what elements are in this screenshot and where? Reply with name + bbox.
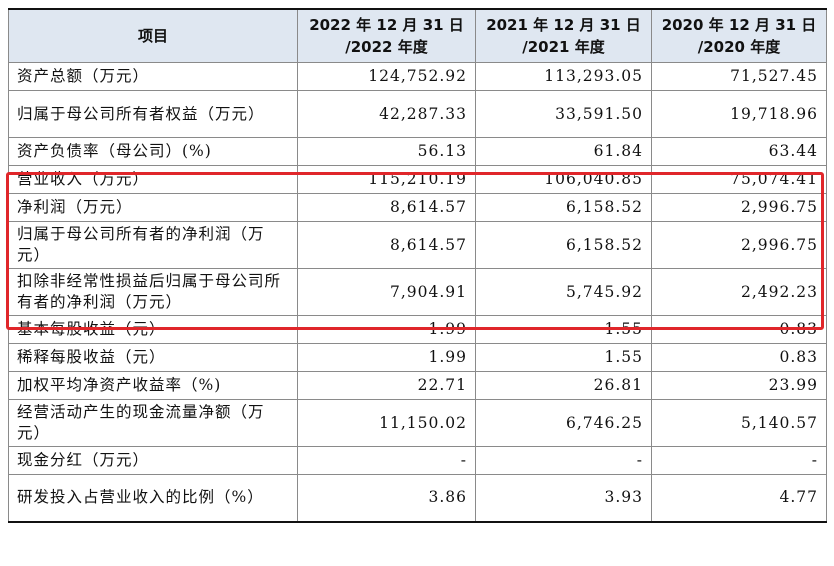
- table-header-row: 项目 2022 年 12 月 31 日 /2022 年度 2021 年 12 月…: [8, 8, 827, 63]
- cell-2020: 23.99: [651, 371, 827, 400]
- row-label: 资产总额（万元）: [8, 62, 298, 91]
- row-label: 归属于母公司所有者权益（万元）: [8, 90, 298, 138]
- cell-2021: 33,591.50: [475, 90, 652, 138]
- row-label: 现金分红（万元）: [8, 446, 298, 475]
- header-2021: 2021 年 12 月 31 日 /2021 年度: [475, 8, 652, 63]
- header-2022: 2022 年 12 月 31 日 /2022 年度: [297, 8, 476, 63]
- table-row: 稀释每股收益（元） 1.99 1.55 0.83: [8, 343, 827, 372]
- cell-2021: 113,293.05: [475, 62, 652, 91]
- cell-2022: 3.86: [297, 474, 476, 522]
- row-label: 基本每股收益（元）: [8, 315, 298, 344]
- table-row: 现金分红（万元） - - -: [8, 446, 827, 475]
- row-label: 经营活动产生的现金流量净额（万元）: [8, 399, 298, 447]
- row-label: 研发投入占营业收入的比例（%）: [8, 474, 298, 522]
- cell-2020: 2,996.75: [651, 221, 827, 269]
- cell-2020: 71,527.45: [651, 62, 827, 91]
- row-label: 资产负债率（母公司）(%): [8, 137, 298, 166]
- cell-2022: 22.71: [297, 371, 476, 400]
- cell-2022: 8,614.57: [297, 193, 476, 222]
- cell-2021: 1.55: [475, 315, 652, 344]
- cell-2020: -: [651, 446, 827, 475]
- cell-2022: -: [297, 446, 476, 475]
- table-row: 基本每股收益（元） 1.99 1.55 0.83: [8, 315, 827, 344]
- cell-2021: 106,040.85: [475, 165, 652, 194]
- cell-2021: 6,746.25: [475, 399, 652, 447]
- row-label: 稀释每股收益（元）: [8, 343, 298, 372]
- table-row-highlighted: 营业收入（万元） 115,210.19 106,040.85 75,074.41: [8, 165, 827, 194]
- table-row: 研发投入占营业收入的比例（%） 3.86 3.93 4.77: [8, 474, 827, 522]
- table-row-highlighted: 归属于母公司所有者的净利润（万元） 8,614.57 6,158.52 2,99…: [8, 221, 827, 269]
- cell-2021: 6,158.52: [475, 221, 652, 269]
- header-2020: 2020 年 12 月 31 日 /2020 年度: [651, 8, 827, 63]
- cell-2020: 63.44: [651, 137, 827, 166]
- table-row-highlighted: 净利润（万元） 8,614.57 6,158.52 2,996.75: [8, 193, 827, 222]
- cell-2021: -: [475, 446, 652, 475]
- cell-2022: 1.99: [297, 315, 476, 344]
- cell-2020: 4.77: [651, 474, 827, 522]
- cell-2021: 6,158.52: [475, 193, 652, 222]
- header-item: 项目: [8, 8, 298, 63]
- cell-2022: 115,210.19: [297, 165, 476, 194]
- row-label: 归属于母公司所有者的净利润（万元）: [8, 221, 298, 269]
- table-row: 经营活动产生的现金流量净额（万元） 11,150.02 6,746.25 5,1…: [8, 399, 827, 447]
- financial-table-container: 项目 2022 年 12 月 31 日 /2022 年度 2021 年 12 月…: [8, 8, 827, 523]
- cell-2022: 1.99: [297, 343, 476, 372]
- row-label: 加权平均净资产收益率（%): [8, 371, 298, 400]
- cell-2022: 8,614.57: [297, 221, 476, 269]
- cell-2020: 75,074.41: [651, 165, 827, 194]
- table-row: 加权平均净资产收益率（%) 22.71 26.81 23.99: [8, 371, 827, 400]
- cell-2022: 124,752.92: [297, 62, 476, 91]
- cell-2022: 7,904.91: [297, 268, 476, 316]
- financial-data-table: 项目 2022 年 12 月 31 日 /2022 年度 2021 年 12 月…: [8, 8, 827, 523]
- cell-2021: 26.81: [475, 371, 652, 400]
- cell-2021: 5,745.92: [475, 268, 652, 316]
- table-row: 资产总额（万元） 124,752.92 113,293.05 71,527.45: [8, 62, 827, 91]
- cell-2021: 3.93: [475, 474, 652, 522]
- cell-2020: 2,996.75: [651, 193, 827, 222]
- row-label: 扣除非经常性损益后归属于母公司所有者的净利润（万元）: [8, 268, 298, 316]
- row-label: 净利润（万元）: [8, 193, 298, 222]
- cell-2021: 61.84: [475, 137, 652, 166]
- cell-2020: 19,718.96: [651, 90, 827, 138]
- row-label: 营业收入（万元）: [8, 165, 298, 194]
- cell-2021: 1.55: [475, 343, 652, 372]
- table-row-highlighted: 扣除非经常性损益后归属于母公司所有者的净利润（万元） 7,904.91 5,74…: [8, 268, 827, 316]
- table-row: 资产负债率（母公司）(%) 56.13 61.84 63.44: [8, 137, 827, 166]
- cell-2020: 0.83: [651, 315, 827, 344]
- cell-2022: 11,150.02: [297, 399, 476, 447]
- cell-2020: 2,492.23: [651, 268, 827, 316]
- cell-2022: 56.13: [297, 137, 476, 166]
- cell-2020: 5,140.57: [651, 399, 827, 447]
- cell-2022: 42,287.33: [297, 90, 476, 138]
- table-row: 归属于母公司所有者权益（万元） 42,287.33 33,591.50 19,7…: [8, 90, 827, 138]
- cell-2020: 0.83: [651, 343, 827, 372]
